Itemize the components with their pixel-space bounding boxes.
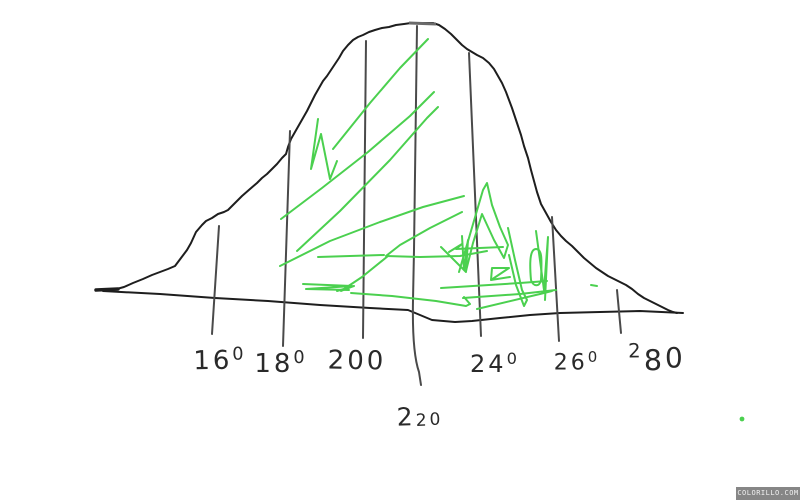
x-tick-label-280: 280 xyxy=(627,339,687,378)
bell-curve-path xyxy=(112,22,678,314)
tick-line-240 xyxy=(468,52,482,337)
scribble-stroke xyxy=(448,243,504,253)
peak-dash xyxy=(408,21,437,26)
x-tick-label-220: 220 xyxy=(396,402,444,432)
scribble-stroke xyxy=(458,182,509,273)
tick-line-220 xyxy=(411,25,422,386)
tick-line-160 xyxy=(211,225,220,335)
x-tick-label-200: 200 xyxy=(327,345,387,377)
tick-line-180 xyxy=(282,130,291,347)
tick-line-260 xyxy=(551,216,560,342)
x-tick-label-160: 160 xyxy=(193,344,247,377)
tick-line-200 xyxy=(362,40,367,339)
scribble-stroke xyxy=(507,227,528,307)
scribble-stroke xyxy=(350,292,471,307)
scribble-stroke xyxy=(462,289,557,299)
scribble-stroke xyxy=(310,118,338,180)
scribble-stroke xyxy=(280,91,435,220)
scribble-stroke xyxy=(279,195,465,267)
scribble-dash xyxy=(590,284,598,287)
x-tick-label-180: 180 xyxy=(254,348,308,379)
green-scribble-group xyxy=(279,38,745,422)
stray-green-dot xyxy=(739,416,745,422)
scribble-stroke xyxy=(535,230,549,301)
x-tick-label-260: 260 xyxy=(553,348,601,376)
scribble-stroke xyxy=(317,254,385,258)
scribble-stroke xyxy=(296,106,439,252)
scribble-stroke xyxy=(336,255,389,292)
x-tick-label-240: 240 xyxy=(470,349,520,379)
scribble-stroke xyxy=(476,290,553,310)
baseline-path xyxy=(102,290,684,323)
scribble-stroke xyxy=(440,235,469,273)
scribble-stroke xyxy=(440,280,548,289)
scribble-stroke xyxy=(302,283,353,291)
tick-line-280 xyxy=(616,289,622,334)
scribble-stroke xyxy=(385,211,488,258)
scribble-stroke xyxy=(529,248,543,287)
watermark: COLORILLO.COM xyxy=(736,487,800,500)
scribble-stroke xyxy=(332,38,429,150)
scribble-stroke xyxy=(490,267,511,281)
